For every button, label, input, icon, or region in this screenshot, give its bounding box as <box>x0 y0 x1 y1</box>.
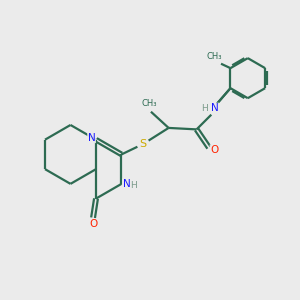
Text: CH₃: CH₃ <box>206 52 222 62</box>
Text: O: O <box>89 219 97 229</box>
Text: H: H <box>130 181 137 190</box>
Text: CH₃: CH₃ <box>142 99 157 108</box>
Text: H: H <box>201 104 208 113</box>
Text: S: S <box>139 139 146 148</box>
Text: N: N <box>88 133 95 142</box>
Text: N: N <box>123 179 130 189</box>
Text: O: O <box>210 145 218 155</box>
Text: N: N <box>211 103 219 113</box>
